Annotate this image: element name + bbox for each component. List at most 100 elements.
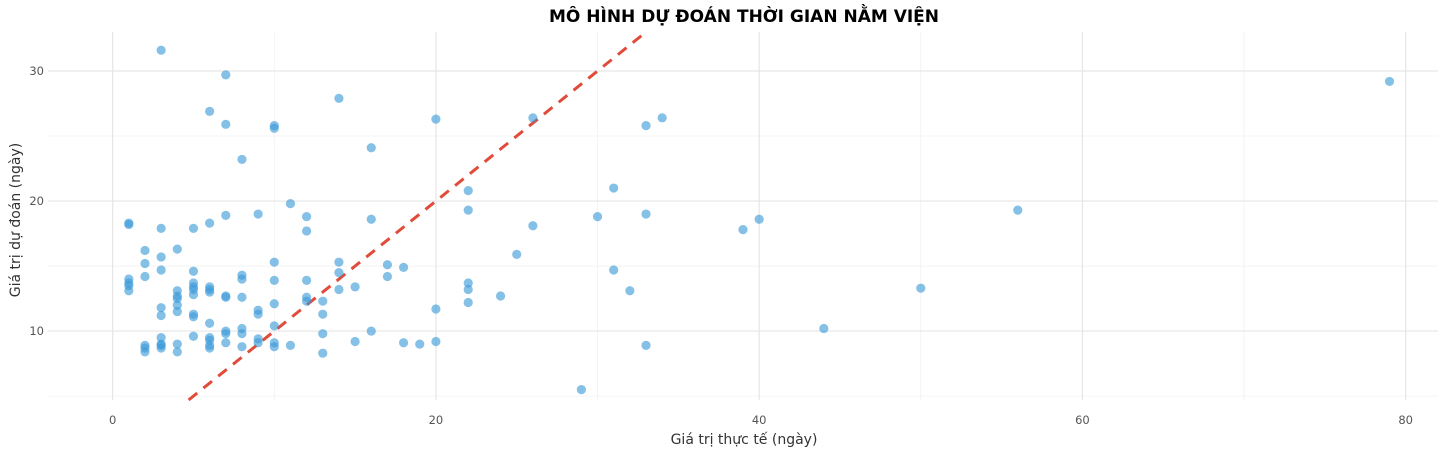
data-point <box>334 257 344 267</box>
data-point <box>172 347 182 357</box>
data-point <box>463 278 473 288</box>
data-point <box>528 221 538 231</box>
data-point <box>609 265 619 275</box>
data-point <box>302 275 312 285</box>
x-tick-label: 0 <box>109 413 116 427</box>
data-point <box>592 212 603 222</box>
data-point <box>253 209 263 219</box>
reference-line <box>187 30 647 402</box>
points-layer <box>124 45 1395 395</box>
data-point <box>819 323 829 334</box>
data-point <box>205 106 215 116</box>
data-point <box>641 209 651 219</box>
data-point <box>269 299 279 309</box>
data-point <box>172 306 182 317</box>
reference-line-layer <box>187 30 647 402</box>
data-point <box>431 304 441 314</box>
data-point <box>463 186 473 196</box>
data-point <box>124 219 134 230</box>
data-point <box>156 343 166 353</box>
data-point <box>269 123 279 133</box>
data-point <box>269 321 279 331</box>
data-point <box>318 348 328 358</box>
data-point <box>641 121 651 131</box>
data-point <box>285 340 296 350</box>
data-point <box>318 309 328 319</box>
data-point <box>269 342 279 352</box>
data-point <box>625 286 635 296</box>
data-point <box>334 267 344 278</box>
data-point <box>318 296 328 306</box>
data-point <box>156 310 166 321</box>
tick-labels-layer: 0 20 40 60 80 10 20 30 <box>29 64 1413 427</box>
data-point <box>916 283 926 293</box>
data-point <box>463 284 473 295</box>
data-point <box>156 45 166 55</box>
data-point <box>156 223 166 233</box>
data-point <box>237 342 247 352</box>
data-point <box>431 114 441 124</box>
data-point <box>140 347 150 357</box>
data-point <box>172 244 182 254</box>
y-axis-label: Giá trị dự đoán (ngày) <box>8 143 24 297</box>
x-axis-label: Giá trị thực tế (ngày) <box>671 431 818 448</box>
data-point <box>188 290 199 300</box>
data-point <box>1013 205 1023 215</box>
data-point <box>221 210 231 220</box>
data-point <box>382 271 393 282</box>
data-point <box>366 326 376 336</box>
data-point <box>318 329 328 339</box>
data-point <box>221 119 231 129</box>
data-point <box>512 249 522 259</box>
data-point <box>156 332 166 343</box>
data-point <box>269 275 279 285</box>
data-point <box>140 271 150 282</box>
data-point <box>302 226 312 236</box>
data-point <box>205 287 215 297</box>
data-point <box>124 286 134 296</box>
data-point <box>188 331 199 341</box>
data-point <box>140 245 150 256</box>
data-point <box>528 113 538 123</box>
data-point <box>156 252 166 262</box>
y-tick-label: 20 <box>29 194 44 208</box>
data-point <box>463 297 473 308</box>
data-point <box>576 384 586 395</box>
data-point <box>382 260 393 270</box>
data-point <box>366 143 376 153</box>
data-point <box>205 318 215 328</box>
data-point <box>237 329 247 339</box>
x-tick-label: 40 <box>752 413 767 427</box>
data-point <box>221 338 231 348</box>
data-point <box>398 338 409 348</box>
data-point <box>495 291 506 301</box>
data-point <box>334 284 344 295</box>
data-point <box>156 265 166 275</box>
data-point <box>237 154 247 165</box>
data-point <box>463 205 473 215</box>
grid-layer <box>48 32 1438 400</box>
data-point <box>172 293 182 304</box>
data-point <box>657 113 667 123</box>
data-point <box>188 312 199 322</box>
x-tick-label: 60 <box>1075 413 1090 427</box>
data-point <box>334 93 344 103</box>
data-point <box>253 309 263 319</box>
data-point <box>156 303 166 313</box>
y-tick-label: 10 <box>29 324 44 338</box>
data-point <box>221 70 231 80</box>
data-point <box>431 336 441 347</box>
data-point <box>285 199 296 209</box>
data-point <box>205 343 215 353</box>
data-point <box>221 329 231 339</box>
x-tick-label: 20 <box>429 413 444 427</box>
data-point <box>738 225 748 235</box>
data-point <box>366 214 376 224</box>
data-point <box>641 340 651 350</box>
x-tick-label: 80 <box>1398 413 1413 427</box>
data-point <box>302 296 312 306</box>
data-point <box>302 212 312 222</box>
data-point <box>253 338 263 348</box>
chart-title: MÔ HÌNH DỰ ĐOÁN THỜI GIAN NẰM VIỆN <box>549 3 939 27</box>
